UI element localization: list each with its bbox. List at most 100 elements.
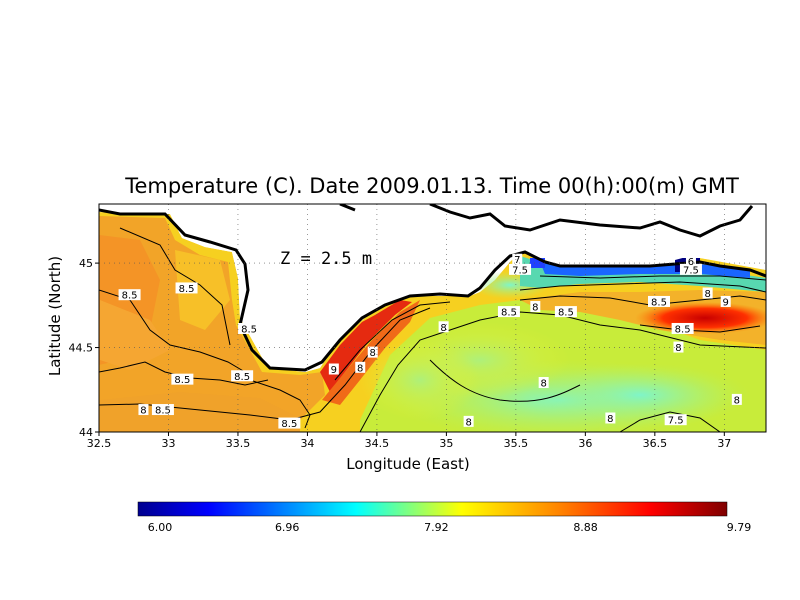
colorbar-labels: 6.00 6.96 7.92 8.88 9.79 (148, 521, 752, 534)
x-tick-label: 33.5 (226, 437, 251, 450)
contour-label: 8 (605, 412, 616, 425)
contour-label: 8 (367, 346, 378, 359)
contour-label-text: 8 (540, 379, 546, 390)
contour-label-text: 8.5 (501, 308, 517, 319)
contour-label-text: 6 (688, 257, 694, 268)
contour-label: 6 (685, 255, 696, 268)
contour-label-text: 8 (675, 343, 681, 354)
contour-label-bg (509, 263, 532, 275)
contour-label-text: 9 (723, 297, 729, 308)
contour-label-text: 8.5 (155, 406, 171, 417)
contour-label-bg (685, 255, 696, 267)
x-tick-label: 33 (161, 437, 175, 450)
y-axis-label: Latitude (North) (46, 256, 64, 376)
x-tick-label: 32.5 (87, 437, 112, 450)
x-tick-label: 36 (578, 437, 592, 450)
colorbar-tick-label: 8.88 (573, 521, 598, 534)
x-tick-label: 37 (717, 437, 731, 450)
contour-label-bg (605, 412, 616, 424)
contour-label-text: 8.5 (281, 419, 297, 430)
contour-label: 8.5 (238, 322, 261, 335)
contour-label: 9 (720, 295, 731, 308)
contour-label-bg (538, 377, 549, 389)
contour-label-bg (367, 346, 378, 358)
x-axis: 32.5 33 33.5 34 34.5 35 35.5 36 36.5 37 (87, 432, 731, 450)
contour-label: 8.5 (231, 370, 254, 383)
coastline-north (429, 204, 754, 238)
contour-label: 8 (530, 301, 541, 314)
contour-label-bg (151, 404, 174, 416)
colorbar-tick-label: 6.96 (275, 521, 300, 534)
contour-label: 8.5 (175, 282, 198, 295)
contour-label: 7.5 (509, 263, 532, 276)
contour-label-text: 8.5 (174, 375, 190, 386)
depth-annotation: Z = 2.5 m (280, 249, 372, 269)
contour-label-text: 8.5 (122, 291, 138, 302)
contour-label: 8 (731, 393, 742, 406)
contour-label: 9 (328, 363, 339, 376)
contour-label-text: 8.5 (234, 372, 250, 383)
x-tick-label: 34.5 (365, 437, 390, 450)
contour-label-bg (702, 287, 713, 299)
sea-temperature-field (99, 212, 766, 432)
plot-frame (98, 203, 767, 433)
y-tick-label: 44 (79, 426, 93, 439)
contour-label-bg (512, 253, 523, 265)
contour-label: 8.5 (554, 306, 577, 319)
contour-label-text: 8.5 (179, 284, 195, 295)
contour-label: 8 (673, 341, 684, 354)
contour-label-bg (463, 415, 474, 427)
colorbar: 6.00 6.96 7.92 8.88 9.79 (137, 501, 752, 534)
contour-label: 8.5 (648, 295, 671, 308)
contour-label-bg (731, 393, 742, 405)
contour-label: 8.5 (278, 417, 301, 430)
contour-label-bg (673, 341, 684, 353)
contour-label-bg (648, 295, 671, 307)
contour-label-bg (438, 321, 449, 333)
contour-label-text: 8 (704, 289, 710, 300)
contour-label: 8 (538, 377, 549, 390)
contour-label-bg (118, 289, 141, 301)
contour-label-bg (238, 322, 261, 334)
contour-label-text: 9 (331, 365, 337, 376)
contour-label-bg (554, 306, 577, 318)
contour-label: 8.5 (118, 289, 141, 302)
contour-label-bg (231, 370, 254, 382)
contour-label: 7.5 (679, 263, 702, 276)
contour-label-text: 7.5 (512, 265, 528, 276)
contour-label-text: 8.5 (675, 324, 691, 335)
contour-label-bg (175, 282, 198, 294)
contour-label-text: 8 (440, 323, 446, 334)
contour-label: 8 (463, 415, 474, 428)
contour-label-text: 8.5 (558, 308, 574, 319)
coastline (99, 208, 766, 372)
x-tick-label: 34 (300, 437, 314, 450)
y-axis: 44 44.5 45 (69, 257, 99, 439)
contour-label: 8 (438, 321, 449, 334)
contour-label: 8.5 (151, 404, 174, 417)
colorbar-tick-label: 6.00 (148, 521, 173, 534)
contour-label: 8.5 (497, 306, 520, 319)
colorbar-tick-label: 7.92 (424, 521, 449, 534)
chart-title: Temperature (C). Date 2009.01.13. Time 0… (124, 174, 739, 198)
x-tick-label: 36.5 (643, 437, 668, 450)
contour-label: 7.5 (664, 414, 687, 427)
contour-label-text: 8.5 (241, 324, 257, 335)
contour-label-text: 8 (465, 417, 471, 428)
contour-label: 8 (702, 287, 713, 300)
contour-label-bg (328, 363, 339, 375)
contour-label: 8 (138, 404, 149, 417)
contour-label-text: 7.5 (668, 416, 684, 427)
contour-label: 7 (512, 253, 523, 266)
x-axis-label: Longitude (East) (346, 455, 469, 473)
contour-label-text: 7 (514, 255, 520, 266)
contour-label-text: 8 (140, 406, 146, 417)
contour-label-bg (355, 361, 366, 373)
contour-label-text: 8 (532, 303, 538, 314)
y-tick-label: 45 (79, 257, 93, 270)
contour-label-bg (278, 417, 301, 429)
contour-label-bg (720, 295, 731, 307)
contour-label: 8 (355, 361, 366, 374)
land-masses (99, 204, 766, 372)
